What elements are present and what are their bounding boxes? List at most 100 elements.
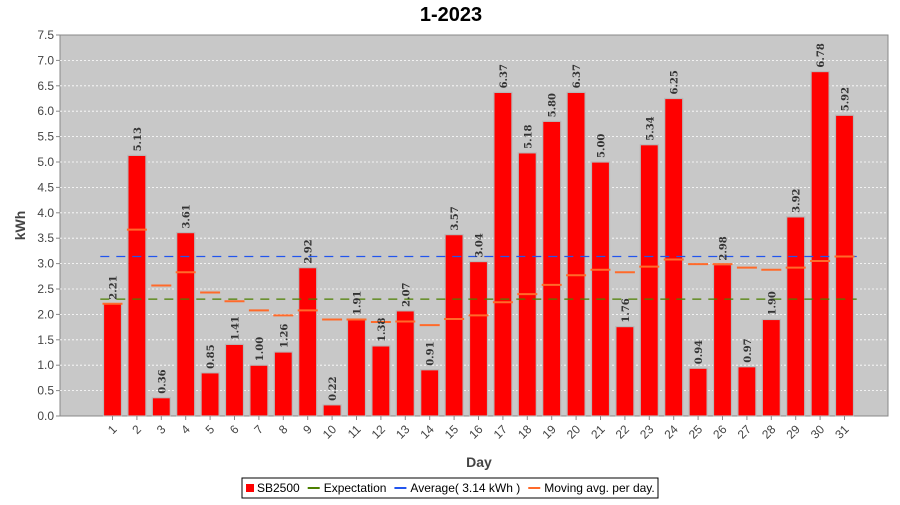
x-tick-label: 2 xyxy=(129,422,144,437)
x-tick-label: 14 xyxy=(417,422,437,442)
bar xyxy=(395,310,415,417)
bar-value-label: 0.22 xyxy=(328,376,339,400)
bar xyxy=(249,364,269,417)
bar-value-label: 3.92 xyxy=(792,188,803,212)
legend-label: SB2500 xyxy=(257,481,300,495)
bar-value-label: 3.61 xyxy=(182,204,193,228)
bar-value-label: 2.07 xyxy=(401,282,412,306)
x-tick-label: 3 xyxy=(154,422,169,437)
bar xyxy=(468,260,489,417)
bar xyxy=(176,232,196,417)
bar xyxy=(371,345,391,417)
y-tick-label: 1.0 xyxy=(37,358,54,372)
bar xyxy=(590,161,611,417)
x-tick-label: 19 xyxy=(539,422,559,442)
bar xyxy=(566,91,586,417)
x-tick-label: 22 xyxy=(613,422,633,442)
bar-value-label: 6.37 xyxy=(499,64,510,88)
bar xyxy=(542,120,562,417)
x-tick-label: 20 xyxy=(564,422,584,442)
bar-value-label: 2.98 xyxy=(719,236,730,260)
y-tick-label: 7.5 xyxy=(37,28,54,42)
x-tick-label: 29 xyxy=(783,422,803,442)
x-tick-label: 26 xyxy=(710,422,730,442)
bars xyxy=(102,70,855,417)
bar-value-label: 6.25 xyxy=(670,70,681,94)
bar xyxy=(737,366,757,417)
x-tick-label: 15 xyxy=(442,422,462,442)
legend: SB2500 Expectation Average( 3.14 kWh ) Movi… xyxy=(241,477,659,499)
y-tick-label: 5.0 xyxy=(37,155,54,169)
bar xyxy=(493,91,513,417)
bar xyxy=(639,144,659,417)
bar-value-label: 5.34 xyxy=(645,116,656,140)
bar-value-label: 0.97 xyxy=(743,338,754,362)
bar xyxy=(200,372,220,417)
bar xyxy=(688,367,708,417)
y-tick-label: 2.0 xyxy=(37,307,54,321)
bar-value-label: 1.41 xyxy=(231,316,242,340)
legend-label: Moving avg. per day. xyxy=(544,481,655,495)
bar xyxy=(615,325,635,417)
x-tick-label: 10 xyxy=(320,422,340,442)
bar xyxy=(102,303,123,417)
x-tick-label: 24 xyxy=(661,422,681,442)
bar-value-label: 3.04 xyxy=(475,233,486,257)
bar-value-label: 1.90 xyxy=(767,291,778,315)
chart-title: 1-2023 xyxy=(420,4,482,26)
y-tick-label: 6.0 xyxy=(37,104,54,118)
bar-value-label: 3.57 xyxy=(450,206,461,230)
bar-value-label: 2.21 xyxy=(109,275,120,299)
bar xyxy=(273,351,293,417)
x-tick-label: 25 xyxy=(686,422,706,442)
x-tick-label: 30 xyxy=(808,422,828,442)
bar-value-label: 6.37 xyxy=(572,64,583,88)
legend-swatch xyxy=(246,484,254,492)
bar-value-label: 5.18 xyxy=(523,124,534,148)
x-tick-label: 8 xyxy=(276,422,291,437)
x-tick-label: 31 xyxy=(832,422,852,442)
bar-value-label: 0.36 xyxy=(157,369,168,393)
y-tick-label: 0.0 xyxy=(37,409,54,423)
bar-value-label: 1.38 xyxy=(377,317,388,341)
y-axis-title: kWh xyxy=(12,211,28,241)
bar xyxy=(224,343,245,417)
bar xyxy=(127,154,147,417)
bar-value-label: 1.26 xyxy=(279,324,290,348)
legend-label: Average( 3.14 kWh ) xyxy=(410,481,520,495)
x-tick-label: 5 xyxy=(203,422,218,437)
bar-value-label: 0.85 xyxy=(206,344,217,368)
x-tick-label: 7 xyxy=(251,422,266,437)
bar xyxy=(786,216,806,417)
y-tick-label: 0.5 xyxy=(37,384,54,398)
reference-lines xyxy=(100,228,857,327)
bar xyxy=(664,97,684,417)
x-tick-label: 18 xyxy=(515,422,535,442)
y-tick-label: 7.0 xyxy=(37,53,54,67)
y-tick-label: 4.5 xyxy=(37,180,54,194)
x-tick-label: 12 xyxy=(369,422,389,442)
bar-value-label: 6.78 xyxy=(816,43,827,67)
x-tick-label: 23 xyxy=(637,422,657,442)
x-tick-label: 27 xyxy=(735,422,755,442)
y-tick-label: 2.5 xyxy=(37,282,54,296)
bar xyxy=(517,152,537,417)
x-tick-label: 6 xyxy=(227,422,242,437)
bar xyxy=(834,114,855,417)
y-tick-label: 3.5 xyxy=(37,231,54,245)
bar xyxy=(151,397,171,417)
bar xyxy=(322,404,342,417)
bar xyxy=(420,369,440,417)
bar-value-label: 5.80 xyxy=(548,93,559,117)
y-tick-label: 1.5 xyxy=(37,333,54,347)
bar-value-label: 0.94 xyxy=(694,340,705,364)
bar xyxy=(761,318,781,417)
x-tick-label: 17 xyxy=(491,422,511,442)
y-tick-label: 6.5 xyxy=(37,79,54,93)
x-tick-label: 4 xyxy=(178,422,193,437)
x-tick-label: 28 xyxy=(759,422,779,442)
bar xyxy=(298,267,318,417)
bar-value-label: 5.00 xyxy=(597,134,608,158)
